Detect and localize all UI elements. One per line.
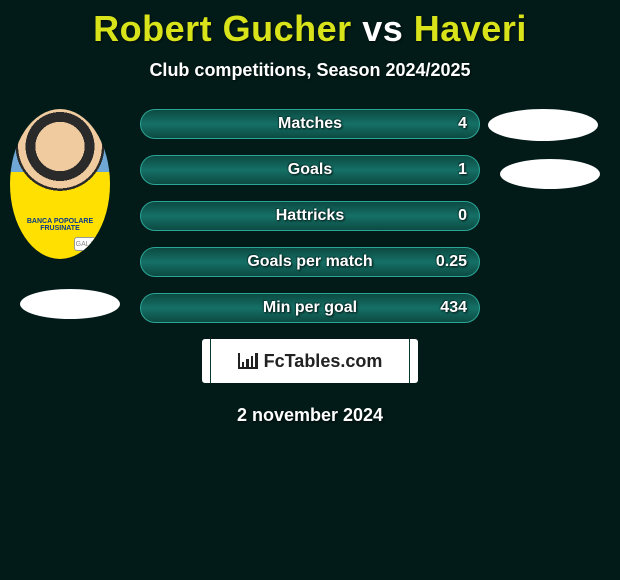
logo-text: FcTables.com xyxy=(264,351,383,372)
title-player1: Robert Gucher xyxy=(93,8,352,49)
barchart-icon xyxy=(238,353,258,369)
player2-avatar-placeholder xyxy=(488,109,598,141)
stat-value: 4 xyxy=(458,115,467,133)
snapshot-date: 2 november 2024 xyxy=(0,405,620,426)
stat-bar-hattricks: Hattricks 0 xyxy=(140,201,480,231)
player1-jersey-sponsor: BANCA POPOLARE FRUSINATE xyxy=(10,218,110,233)
stat-bar-min-per-goal: Min per goal 434 xyxy=(140,293,480,323)
stat-bar-goals-per-match: Goals per match 0.25 xyxy=(140,247,480,277)
stat-label: Matches xyxy=(141,115,479,133)
stat-value: 0.25 xyxy=(436,253,467,271)
subtitle: Club competitions, Season 2024/2025 xyxy=(0,60,620,81)
stat-label: Goals xyxy=(141,161,479,179)
stat-bar-goals: Goals 1 xyxy=(140,155,480,185)
stat-value: 0 xyxy=(458,207,467,225)
stat-bar-matches: Matches 4 xyxy=(140,109,480,139)
player1-avatar: BANCA POPOLARE FRUSINATE GALA xyxy=(10,109,110,259)
stat-value: 434 xyxy=(440,299,467,317)
title-vs: vs xyxy=(362,8,403,49)
page-title: Robert Gucher vs Haveri xyxy=(0,0,620,50)
comparison-layout: BANCA POPOLARE FRUSINATE GALA Matches 4 … xyxy=(0,109,620,426)
stat-label: Goals per match xyxy=(141,253,479,271)
stat-label: Hattricks xyxy=(141,207,479,225)
stat-bars: Matches 4 Goals 1 Hattricks 0 Goals per … xyxy=(140,109,480,323)
title-player2: Haveri xyxy=(414,8,527,49)
player1-name-placeholder xyxy=(20,289,120,319)
fctables-logo: FcTables.com xyxy=(202,339,418,383)
stat-label: Min per goal xyxy=(141,299,479,317)
stat-value: 1 xyxy=(458,161,467,179)
player1-jersey-badge: GALA xyxy=(74,237,96,251)
player2-name-placeholder xyxy=(500,159,600,189)
